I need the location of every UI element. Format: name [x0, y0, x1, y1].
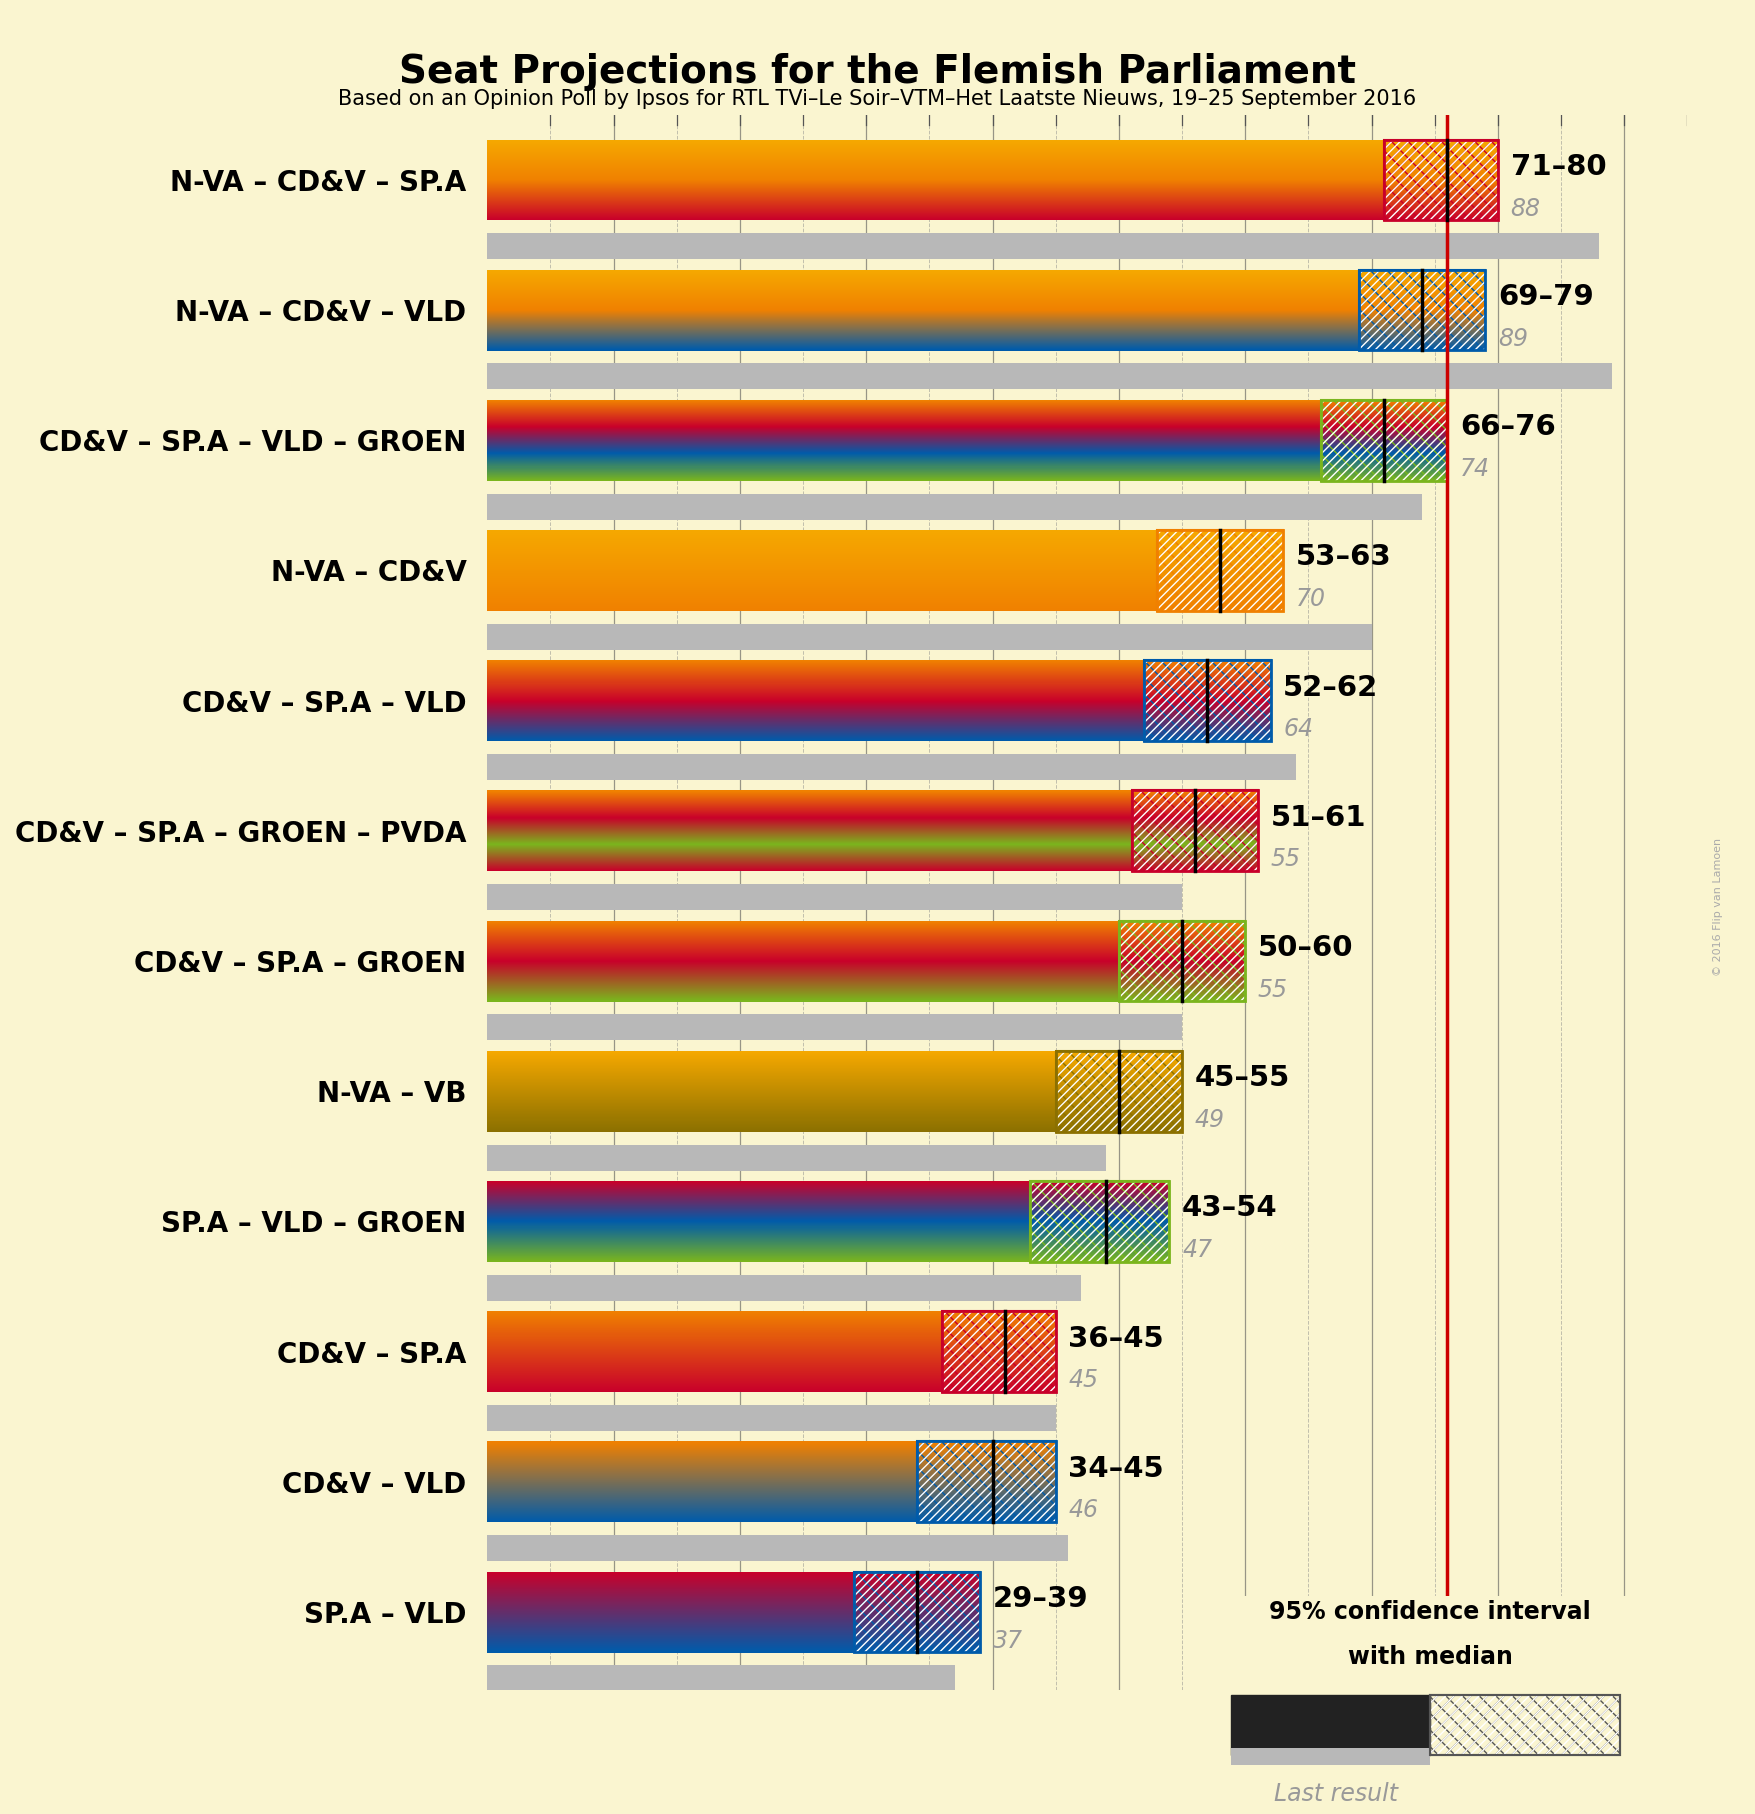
- Text: with median: with median: [1348, 1645, 1513, 1669]
- Bar: [1132, 791, 1258, 871]
- Bar: [488, 363, 1611, 390]
- Text: 95% confidence interval: 95% confidence interval: [1269, 1600, 1592, 1624]
- Text: 51–61: 51–61: [1271, 804, 1365, 833]
- Text: 52–62: 52–62: [1283, 673, 1378, 702]
- Bar: [1358, 270, 1485, 350]
- Text: 29–39: 29–39: [993, 1585, 1088, 1613]
- Text: 53–63: 53–63: [1295, 544, 1392, 571]
- Bar: [1144, 660, 1271, 742]
- Bar: [488, 755, 1295, 780]
- Bar: [488, 1535, 1069, 1562]
- Bar: [488, 1145, 1106, 1170]
- Text: 45: 45: [1069, 1368, 1099, 1393]
- Bar: [853, 1571, 979, 1653]
- Text: © 2016 Flip van Lamoen: © 2016 Flip van Lamoen: [1713, 838, 1723, 976]
- Text: 45–55: 45–55: [1195, 1065, 1290, 1092]
- Bar: [942, 1312, 1057, 1391]
- Bar: [1322, 399, 1448, 481]
- Text: 34–45: 34–45: [1069, 1455, 1164, 1482]
- Bar: [1157, 530, 1283, 611]
- Bar: [916, 1442, 1057, 1522]
- Bar: [488, 1275, 1081, 1301]
- Bar: [1132, 791, 1258, 871]
- Bar: [1322, 399, 1448, 481]
- Text: 55: 55: [1271, 847, 1300, 871]
- Bar: [942, 1312, 1057, 1391]
- Bar: [1358, 270, 1485, 350]
- Bar: [1157, 530, 1283, 611]
- Bar: [488, 1665, 955, 1691]
- Bar: [1157, 530, 1283, 611]
- Text: 50–60: 50–60: [1258, 934, 1353, 961]
- Bar: [488, 493, 1422, 519]
- Bar: [1057, 1050, 1183, 1132]
- Bar: [1232, 1749, 1430, 1765]
- Bar: [1385, 140, 1497, 219]
- Bar: [1030, 1181, 1169, 1263]
- Text: 69–79: 69–79: [1497, 283, 1594, 310]
- Text: 36–45: 36–45: [1069, 1324, 1164, 1353]
- Text: 43–54: 43–54: [1183, 1194, 1278, 1223]
- Bar: [1144, 660, 1271, 742]
- Text: 88: 88: [1511, 196, 1541, 221]
- Bar: [488, 883, 1183, 911]
- Text: Seat Projections for the Flemish Parliament: Seat Projections for the Flemish Parliam…: [398, 53, 1357, 91]
- Bar: [488, 1014, 1183, 1041]
- Text: 46: 46: [1069, 1498, 1099, 1522]
- Bar: [1132, 791, 1258, 871]
- Bar: [1385, 140, 1497, 219]
- Bar: [1322, 399, 1448, 481]
- Bar: [1120, 922, 1246, 1001]
- Bar: [488, 234, 1599, 259]
- Bar: [488, 624, 1372, 649]
- Bar: [1057, 1050, 1183, 1132]
- Bar: [916, 1442, 1057, 1522]
- Text: 47: 47: [1183, 1239, 1213, 1263]
- Bar: [916, 1442, 1057, 1522]
- Text: 71–80: 71–80: [1511, 152, 1606, 181]
- Bar: [1232, 1694, 1430, 1754]
- Text: 89: 89: [1497, 327, 1529, 350]
- Bar: [1385, 140, 1497, 219]
- Bar: [1430, 1694, 1620, 1754]
- Text: 64: 64: [1283, 717, 1313, 742]
- Text: 66–76: 66–76: [1460, 414, 1555, 441]
- Bar: [1144, 660, 1271, 742]
- Text: 70: 70: [1295, 588, 1325, 611]
- Bar: [1030, 1181, 1169, 1263]
- Bar: [1057, 1050, 1183, 1132]
- Text: 49: 49: [1195, 1108, 1225, 1132]
- Text: 37: 37: [993, 1629, 1023, 1653]
- Bar: [1430, 1694, 1620, 1754]
- Bar: [1120, 922, 1246, 1001]
- Bar: [942, 1312, 1057, 1391]
- Bar: [1030, 1181, 1169, 1263]
- Bar: [853, 1571, 979, 1653]
- Bar: [488, 1406, 1057, 1431]
- Text: 55: 55: [1258, 978, 1288, 1001]
- Bar: [853, 1571, 979, 1653]
- Text: Last result: Last result: [1274, 1783, 1397, 1807]
- Bar: [1430, 1694, 1620, 1754]
- Bar: [1358, 270, 1485, 350]
- Text: Based on an Opinion Poll by Ipsos for RTL TVi–Le Soir–VTM–Het Laatste Nieuws, 19: Based on an Opinion Poll by Ipsos for RT…: [339, 89, 1416, 109]
- Bar: [1120, 922, 1246, 1001]
- Text: 74: 74: [1460, 457, 1490, 481]
